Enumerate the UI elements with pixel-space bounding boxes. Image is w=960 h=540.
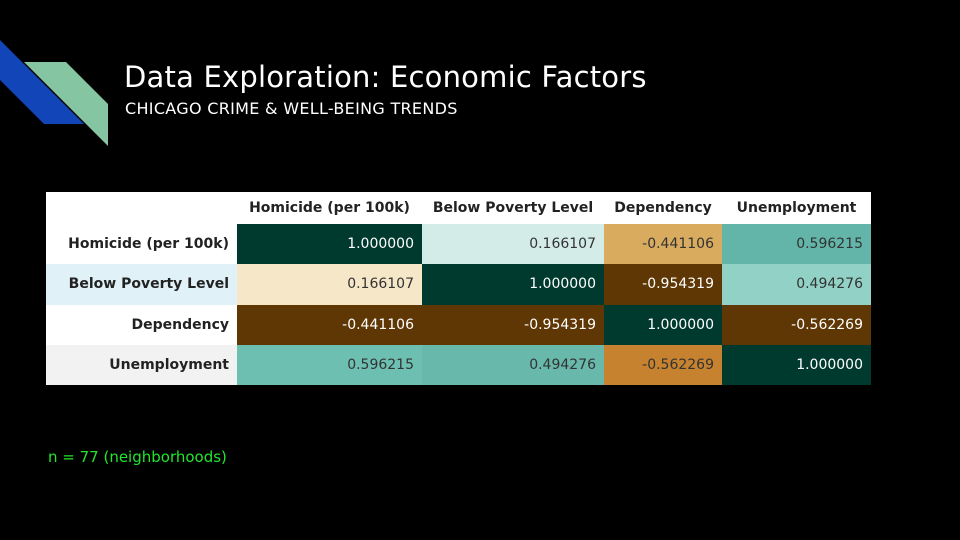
correlation-cell: -0.441106: [237, 304, 422, 345]
correlation-cell: 1.000000: [722, 344, 871, 385]
correlation-cell: -0.954319: [604, 264, 722, 305]
table-corner-cell: [46, 192, 237, 224]
correlation-cell: -0.562269: [722, 304, 871, 345]
column-header: Homicide (per 100k): [237, 192, 422, 224]
correlation-cell: 0.596215: [237, 344, 422, 385]
column-header: Below Poverty Level: [422, 192, 604, 224]
table-row: Below Poverty Level 0.166107 1.000000 -0…: [46, 264, 871, 305]
table-header-row: Homicide (per 100k) Below Poverty Level …: [46, 192, 871, 224]
correlation-cell: -0.954319: [422, 304, 604, 345]
slide-title: Data Exploration: Economic Factors: [124, 60, 647, 94]
blue-diagonal-stripe: [0, 40, 84, 124]
table-row: Unemployment 0.596215 0.494276 -0.562269…: [46, 344, 871, 385]
correlation-cell: -0.562269: [604, 344, 722, 385]
correlation-cell: 0.494276: [722, 264, 871, 305]
correlation-table: Homicide (per 100k) Below Poverty Level …: [46, 192, 871, 385]
correlation-cell: 0.166107: [237, 264, 422, 305]
correlation-table-container: Homicide (per 100k) Below Poverty Level …: [46, 192, 871, 385]
correlation-cell: 1.000000: [422, 264, 604, 305]
correlation-cell: 1.000000: [237, 224, 422, 265]
column-header: Unemployment: [722, 192, 871, 224]
slide-corner-decoration: [0, 40, 108, 146]
correlation-cell: 0.166107: [422, 224, 604, 265]
column-header: Dependency: [604, 192, 722, 224]
correlation-cell: 0.596215: [722, 224, 871, 265]
row-header: Below Poverty Level: [46, 264, 237, 305]
correlation-cell: 0.494276: [422, 344, 604, 385]
row-header: Dependency: [46, 304, 237, 345]
slide-subtitle: CHICAGO CRIME & WELL-BEING TRENDS: [125, 99, 458, 118]
row-header: Homicide (per 100k): [46, 224, 237, 265]
row-header: Unemployment: [46, 344, 237, 385]
sample-size-note: n = 77 (neighborhoods): [48, 448, 227, 466]
correlation-cell: -0.441106: [604, 224, 722, 265]
correlation-cell: 1.000000: [604, 304, 722, 345]
table-row: Homicide (per 100k) 1.000000 0.166107 -0…: [46, 224, 871, 265]
green-diagonal-stripe: [24, 62, 108, 146]
table-row: Dependency -0.441106 -0.954319 1.000000 …: [46, 304, 871, 345]
